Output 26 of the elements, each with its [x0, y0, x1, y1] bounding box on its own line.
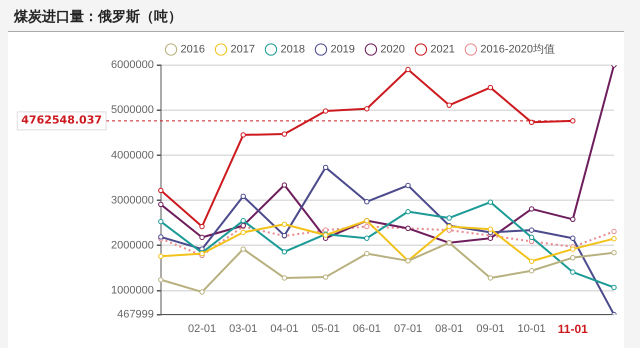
x-tick-label: 07-01	[394, 323, 422, 336]
y-tick-label: 6000000	[110, 59, 154, 72]
x-tick-label: 09-01	[476, 323, 504, 336]
y-tick-label: 467999	[117, 308, 154, 321]
legend-label: 2019	[330, 44, 355, 56]
y-tick-label: 4000000	[110, 149, 154, 162]
x-tick-label: 06-01	[352, 323, 381, 336]
x-tick-label: 10-01	[518, 323, 546, 336]
legend-label: 2018	[280, 44, 305, 56]
legend-label: 2020	[380, 44, 405, 56]
annotation: 4762548.037	[21, 114, 102, 127]
x-tick-label: 04-01	[270, 323, 298, 336]
y-tick-label: 3000000	[110, 194, 154, 206]
x-tick-label: 03-01	[229, 323, 258, 336]
legend-label: 2016	[180, 44, 206, 56]
y-tick-label: 1000000	[110, 284, 154, 297]
legend-label: 2021	[430, 44, 455, 56]
x-tick-label: 11-01	[558, 322, 588, 336]
x-tick-label: 08-01	[435, 323, 464, 336]
chart-title: 煤炭进口量：俄罗斯（吨）	[14, 8, 182, 26]
x-tick-label: 05-01	[312, 323, 340, 336]
legend-label: 2017	[230, 44, 255, 56]
legend-label: 2016-2020均值	[480, 44, 555, 56]
y-tick-label: 5000000	[110, 104, 154, 116]
y-tick-label: 2000000	[110, 240, 154, 252]
x-tick-label: 02-01	[188, 323, 216, 336]
